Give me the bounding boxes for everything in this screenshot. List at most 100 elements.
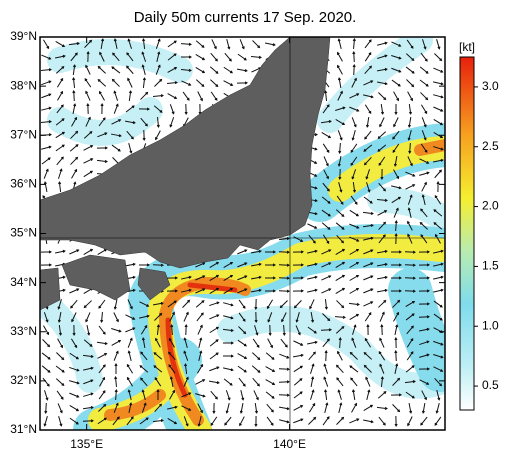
arrow	[352, 51, 356, 63]
arrow	[322, 416, 330, 426]
arrow	[321, 209, 331, 217]
arrow	[364, 39, 372, 49]
arrow	[264, 263, 276, 267]
arrow	[390, 263, 402, 267]
arrow	[351, 117, 357, 128]
arrow	[292, 263, 304, 267]
arrow	[436, 39, 441, 50]
arrow	[156, 116, 160, 128]
arrow	[56, 352, 65, 361]
arrow	[310, 363, 315, 374]
arrow	[55, 131, 66, 139]
arrow	[390, 250, 402, 254]
arrow	[379, 363, 385, 374]
arrow	[126, 416, 134, 426]
arrow	[196, 312, 204, 322]
colorbar-unit: [kt]	[459, 40, 475, 54]
arrow	[139, 417, 149, 425]
arrow	[252, 40, 261, 49]
arrow	[223, 302, 234, 307]
arrow	[139, 314, 150, 319]
arrow	[394, 103, 398, 115]
map-area	[40, 37, 445, 430]
arrow	[433, 366, 444, 372]
arrow	[390, 289, 402, 293]
arrow	[84, 78, 92, 88]
arrow	[407, 116, 412, 128]
arrow	[307, 275, 318, 280]
arrow	[237, 275, 248, 281]
arrow	[184, 363, 188, 375]
arrow	[376, 288, 388, 293]
arrow	[56, 390, 64, 400]
arrow	[141, 389, 146, 400]
arrow	[43, 416, 48, 427]
arrow	[380, 376, 384, 388]
arrow	[349, 236, 360, 242]
arrow	[380, 103, 385, 115]
arrow	[152, 94, 164, 98]
arrow	[335, 209, 345, 217]
arrow	[127, 350, 132, 361]
arrow	[365, 116, 370, 128]
arrow	[127, 77, 133, 88]
arrow	[349, 223, 360, 229]
arrow	[408, 402, 413, 414]
arrow	[56, 156, 64, 166]
arrow	[266, 403, 274, 413]
arrow	[85, 116, 91, 127]
arrow	[125, 314, 136, 320]
arrow	[237, 353, 248, 360]
arrow	[265, 42, 276, 47]
arrow	[391, 185, 402, 190]
arrow	[198, 337, 203, 348]
arrow	[404, 276, 416, 280]
arrow	[83, 392, 94, 397]
arrow	[434, 53, 443, 62]
arrow	[223, 80, 234, 86]
y-tick-label: 36°N	[10, 177, 37, 191]
arrow	[140, 91, 149, 100]
arrow	[364, 65, 372, 75]
arrow	[377, 131, 387, 140]
arrow	[307, 262, 318, 267]
arrow	[392, 377, 401, 386]
arrow	[154, 403, 163, 413]
arrow	[434, 169, 442, 179]
arrow	[293, 340, 304, 346]
arrow	[99, 376, 106, 387]
arrow	[210, 79, 219, 88]
arrow	[250, 275, 262, 280]
arrow	[113, 90, 119, 101]
arrow	[420, 104, 428, 115]
arrow	[140, 377, 148, 387]
arrow	[98, 117, 106, 127]
arrow	[195, 288, 206, 294]
arrow	[419, 66, 429, 74]
arrow	[307, 288, 318, 293]
arrow	[126, 376, 133, 387]
arrow	[363, 275, 374, 281]
arrow	[349, 261, 360, 268]
arrow	[239, 416, 245, 427]
arrow	[364, 104, 372, 115]
arrow	[336, 416, 345, 425]
arrow	[85, 64, 91, 75]
arrow	[418, 263, 430, 267]
arrow	[223, 261, 234, 268]
arrow	[40, 120, 52, 124]
arrow	[393, 311, 400, 322]
arrow	[364, 130, 372, 140]
arrow	[280, 338, 288, 348]
arrow	[239, 402, 244, 414]
arrow	[363, 196, 373, 204]
arrow	[43, 325, 50, 336]
arrow	[254, 415, 258, 427]
arrow	[420, 234, 428, 244]
arrow	[335, 248, 346, 255]
arrow	[310, 311, 315, 323]
arrow	[281, 312, 287, 323]
arrow	[113, 38, 118, 49]
arrow	[380, 168, 384, 180]
arrow	[128, 402, 133, 413]
